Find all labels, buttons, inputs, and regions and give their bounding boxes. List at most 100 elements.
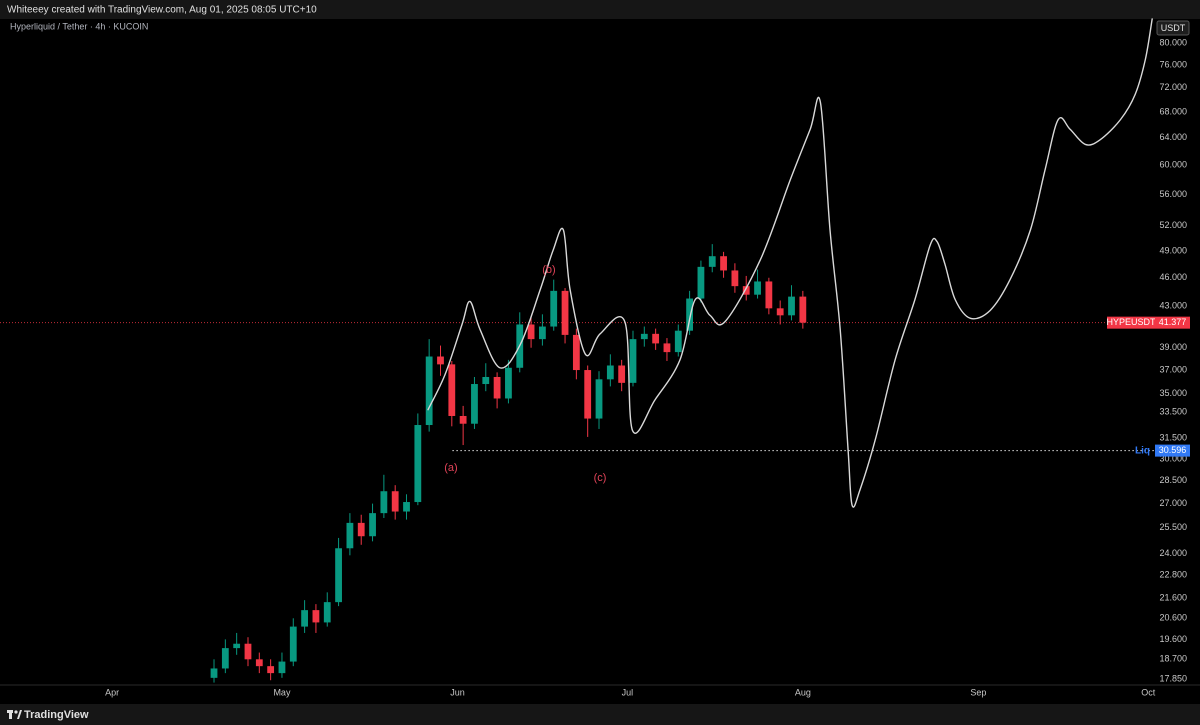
candle-body (708, 256, 716, 267)
candle-body (335, 548, 342, 603)
candle-body (323, 602, 331, 623)
candle-body (403, 502, 410, 512)
y-tick-label: 52.000 (1159, 220, 1187, 230)
caption: Whiteeey created with TradingView.com, A… (7, 5, 317, 16)
candle-body (799, 296, 807, 323)
y-tick-label: 21.600 (1159, 593, 1187, 603)
candle-body (572, 334, 580, 371)
y-tick-label: 28.500 (1159, 475, 1187, 485)
candle-body (493, 376, 501, 399)
y-tick-label: 35.000 (1159, 388, 1187, 398)
candle-body (663, 343, 671, 353)
candle-body (697, 266, 705, 299)
candle-body (301, 610, 308, 627)
candle-body (584, 370, 592, 419)
y-tick-label: 20.600 (1159, 613, 1187, 623)
x-tick-label: Jul (622, 687, 634, 697)
currency: USDT (1161, 23, 1186, 33)
y-tick-label: 24.000 (1159, 548, 1187, 558)
y-tick-label: 49.000 (1159, 245, 1187, 255)
last-price-label: 41.377 (1159, 317, 1187, 327)
annotation: (a) (444, 462, 457, 474)
candle-body (539, 326, 546, 340)
x-tick-label: Aug (795, 687, 811, 697)
candle-body (788, 296, 795, 316)
axes: 80.000 76.000 72.000 68.000 64.000 60.000 56.0… (105, 38, 1190, 697)
candle-body (210, 668, 218, 678)
candle-body (448, 364, 456, 416)
y-tick-label: 80.000 (1159, 38, 1187, 48)
candle-body (233, 643, 241, 649)
candle-body (720, 256, 727, 271)
candle-body (312, 610, 320, 623)
candle-body (686, 298, 693, 331)
candle-body (629, 339, 637, 383)
level-box (1155, 444, 1190, 457)
x-tick-label: Sep (970, 687, 986, 697)
plot-area (0, 18, 1155, 683)
candle-body (346, 522, 354, 549)
candle-body (380, 491, 388, 514)
y-tick-label: 60.000 (1159, 160, 1187, 170)
y-tick-label: 56.000 (1159, 189, 1187, 199)
candle-body (267, 666, 275, 674)
candle-body (652, 333, 660, 344)
x-tick-label: Apr (105, 687, 119, 697)
y-tick-label: 76.000 (1159, 59, 1187, 69)
candle-body (221, 648, 229, 669)
y-tick-label: 68.000 (1159, 106, 1187, 116)
candle-body (255, 659, 263, 667)
candle-body (731, 270, 739, 287)
projection-line (427, 18, 1153, 508)
candle-body (482, 376, 490, 385)
candle-body (505, 367, 512, 399)
brand: TradingView (24, 709, 89, 721)
level-label: 30.596 (1159, 445, 1187, 455)
y-tick-label: 46.000 (1159, 272, 1187, 282)
candle-body (618, 365, 626, 383)
candle-body (527, 324, 535, 340)
candle-body (776, 308, 784, 316)
symbol: Hyperliquid / Tether · 4h · KUCOIN (10, 21, 148, 31)
y-tick-label: 31.500 (1159, 433, 1187, 443)
candle-body (425, 356, 433, 426)
candle-body (459, 415, 467, 424)
candle-body (550, 290, 558, 327)
y-tick-label: 19.600 (1159, 634, 1187, 644)
y-tick-label: 37.000 (1159, 364, 1187, 374)
annotation: (b) (542, 264, 555, 276)
y-tick-label: 27.000 (1159, 498, 1187, 508)
y-tick-label: 22.800 (1159, 570, 1187, 580)
candle-body (278, 661, 286, 674)
x-tick-label: Jun (450, 687, 465, 697)
level-name: Liq (1135, 445, 1150, 456)
y-tick-label: 33.500 (1159, 407, 1187, 417)
y-tick-label: 72.000 (1159, 82, 1187, 92)
candle-body (606, 365, 614, 380)
price-axis (1155, 19, 1200, 685)
currency-box (1156, 20, 1190, 36)
last-price-name-box (1107, 316, 1155, 329)
candle-body (640, 333, 648, 340)
y-tick-label: 43.000 (1159, 301, 1187, 311)
header-bar (0, 0, 1200, 19)
candle-body (754, 281, 761, 295)
candle-body (595, 379, 603, 419)
candle-body (244, 643, 252, 660)
x-tick-label: May (273, 687, 291, 697)
brand-logo (7, 710, 22, 719)
y-tick-label: 64.000 (1159, 132, 1187, 142)
x-tick-label: Oct (1141, 687, 1156, 697)
last-price-box (1155, 316, 1190, 329)
last-price-name: HYPEUSDT (1106, 317, 1156, 327)
y-tick-label: 25.500 (1159, 522, 1187, 532)
footer-bar (0, 704, 1200, 725)
annotation: (c) (594, 472, 607, 484)
candle-body (357, 522, 365, 537)
candle-body (369, 513, 376, 537)
candle-body (414, 425, 422, 503)
candle-body (765, 281, 773, 309)
